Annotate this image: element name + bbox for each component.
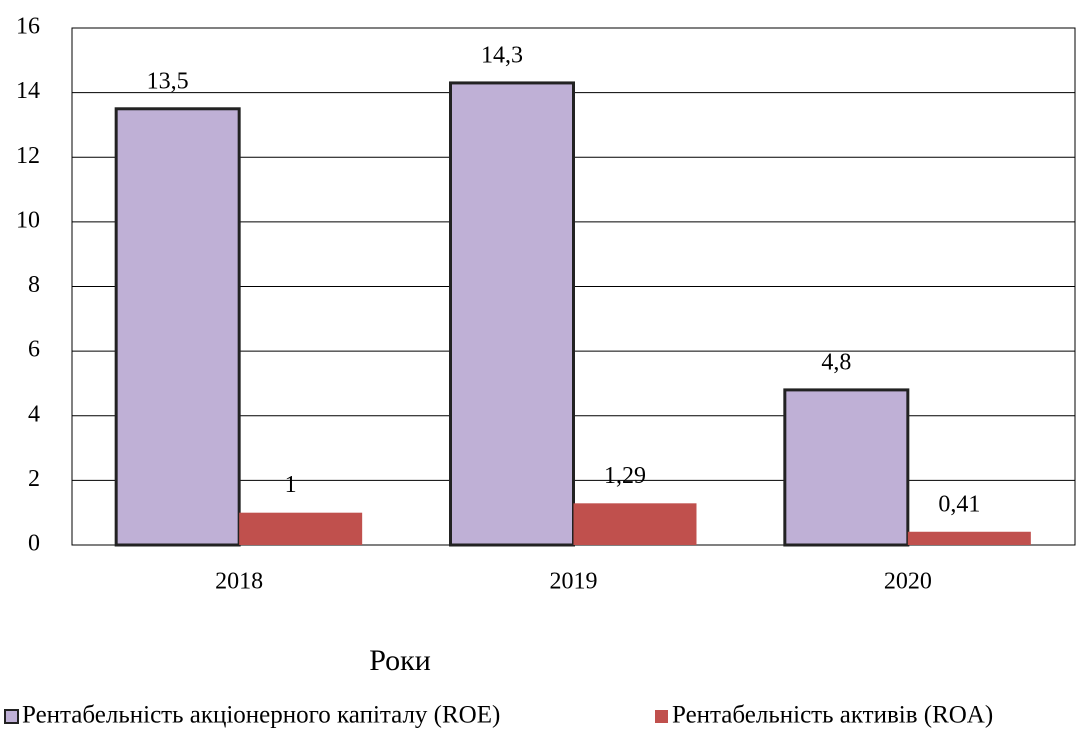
y-tick-label: 14 xyxy=(16,78,40,104)
y-tick-label: 2 xyxy=(28,466,40,492)
data-label: 0,41 xyxy=(938,491,980,517)
x-tick-label: 2020 xyxy=(884,569,932,595)
y-tick-label: 12 xyxy=(16,143,40,169)
y-tick-label: 0 xyxy=(28,531,40,557)
x-axis-title: Роки xyxy=(369,644,431,677)
bar xyxy=(907,531,1031,545)
data-label: 14,3 xyxy=(481,42,523,68)
legend-marker xyxy=(655,710,668,723)
bar xyxy=(239,512,363,545)
y-tick-label: 8 xyxy=(28,272,40,298)
legend-label: Рентабельність активів (ROA) xyxy=(672,702,993,729)
x-tick-label: 2018 xyxy=(215,569,263,595)
data-label: 1 xyxy=(285,472,297,498)
data-label: 1,29 xyxy=(604,463,646,489)
y-tick-label: 4 xyxy=(28,401,40,427)
legend-label: Рентабельність акціонерного капіталу (RO… xyxy=(22,702,500,729)
data-label: 4,8 xyxy=(821,349,851,375)
y-tick-label: 10 xyxy=(16,207,40,233)
y-tick-label: 6 xyxy=(28,337,40,363)
bar xyxy=(783,388,910,547)
x-tick-label: 2019 xyxy=(550,569,598,595)
legend-marker xyxy=(4,709,19,724)
y-tick-label: 16 xyxy=(16,14,40,40)
data-label: 13,5 xyxy=(147,68,189,94)
bar xyxy=(573,503,697,545)
bar xyxy=(449,81,575,547)
bar xyxy=(114,107,241,547)
